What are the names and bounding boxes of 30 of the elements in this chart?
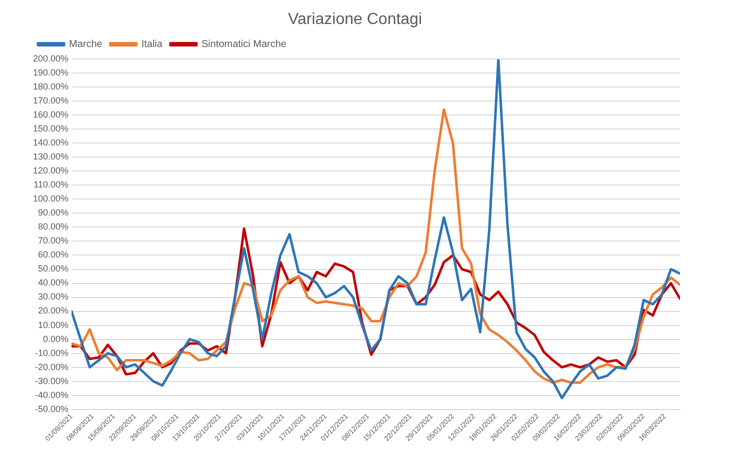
y-tick-label: 180.00% — [33, 82, 69, 92]
y-tick-label: 0.00% — [43, 334, 69, 344]
y-tick-label: 110.00% — [34, 180, 69, 190]
y-tick-label: 120.00% — [33, 166, 69, 176]
y-tick-label: 140.00% — [33, 138, 69, 148]
y-tick-label: 60.00% — [38, 250, 69, 260]
chart-title: Variazione Contagi — [288, 11, 422, 28]
y-tick-label: -10.00% — [35, 348, 69, 358]
y-tick-label: 200.00% — [33, 54, 69, 64]
y-tick-label: 40.00% — [38, 278, 69, 288]
y-tick-label: 100.00% — [33, 194, 69, 204]
y-tick-label: 20.00% — [38, 306, 69, 316]
y-tick-label: 130.00% — [33, 152, 69, 162]
y-tick-label: 10.00% — [38, 320, 69, 330]
legend-label: Marche — [69, 38, 103, 50]
y-tick-label: 50.00% — [38, 264, 69, 274]
y-tick-label: 30.00% — [38, 292, 69, 302]
y-tick-label: 150.00% — [33, 124, 69, 134]
y-tick-label: 160.00% — [33, 110, 69, 120]
y-tick-label: -50.00% — [35, 404, 69, 414]
y-tick-label: -30.00% — [35, 376, 69, 386]
y-tick-label: -20.00% — [35, 362, 69, 372]
y-tick-label: 80.00% — [38, 222, 69, 232]
y-tick-label: 70.00% — [38, 236, 69, 246]
y-tick-label: 170.00% — [33, 96, 69, 106]
y-tick-label: 90.00% — [38, 208, 69, 218]
legend-label: Sintomatici Marche — [201, 38, 287, 50]
y-tick-label: -40.00% — [35, 390, 69, 400]
legend-label: Italia — [141, 38, 163, 50]
y-tick-label: 190.00% — [33, 68, 69, 78]
